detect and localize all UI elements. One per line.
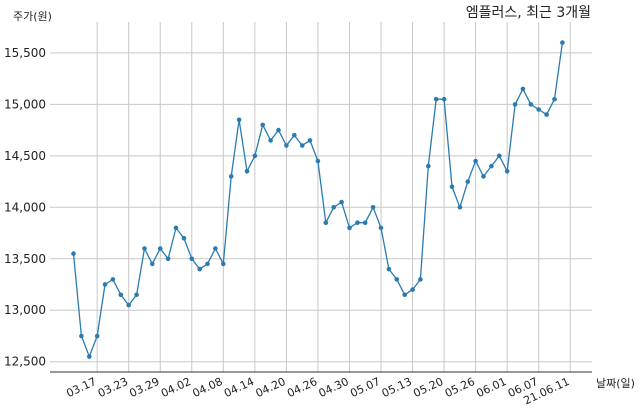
data-point xyxy=(426,163,431,169)
data-point xyxy=(150,261,155,267)
data-point xyxy=(362,220,368,225)
y-tick-label: 12,500 xyxy=(4,355,46,369)
data-point xyxy=(165,256,171,262)
data-point xyxy=(497,153,502,159)
data-point xyxy=(552,96,557,102)
x-tick-label: 04.30 xyxy=(317,375,351,400)
data-point xyxy=(299,143,305,148)
data-point xyxy=(94,333,100,339)
y-axis-label: 주가(원) xyxy=(13,10,52,23)
data-point xyxy=(536,107,541,112)
data-point xyxy=(134,292,139,298)
x-tick-label: 04.26 xyxy=(285,375,319,400)
y-tick-label: 14,000 xyxy=(4,200,46,214)
data-point xyxy=(236,117,242,123)
data-point xyxy=(544,112,549,117)
data-point xyxy=(221,261,226,267)
data-point xyxy=(394,277,400,282)
data-point xyxy=(433,96,439,102)
x-tick-label: 05.20 xyxy=(411,375,445,400)
data-point xyxy=(173,225,179,231)
data-point xyxy=(347,225,352,231)
data-point xyxy=(181,235,187,241)
x-tick-label: 04.20 xyxy=(254,375,288,400)
data-point xyxy=(102,282,108,287)
data-point xyxy=(189,256,195,262)
data-point xyxy=(315,158,321,164)
data-point xyxy=(355,220,360,225)
data-point xyxy=(331,205,337,210)
data-point xyxy=(386,266,392,272)
data-point xyxy=(560,40,565,45)
x-tick-label: 03.29 xyxy=(127,375,161,400)
x-tick-label: 04.02 xyxy=(159,375,193,400)
data-point xyxy=(71,251,76,256)
y-tick-label: 13,500 xyxy=(4,252,46,266)
data-point xyxy=(252,153,258,159)
data-point xyxy=(339,199,344,205)
data-point xyxy=(79,333,84,339)
x-gridlines xyxy=(96,22,571,372)
x-tick-label: 06.01 xyxy=(474,375,508,400)
data-point xyxy=(213,246,218,251)
data-point xyxy=(465,179,471,184)
data-point xyxy=(244,169,250,174)
price-series-points xyxy=(71,40,565,359)
data-point xyxy=(157,246,163,251)
data-point xyxy=(276,127,281,133)
data-point xyxy=(118,292,124,298)
data-point xyxy=(418,277,423,282)
x-tick-label: 05.07 xyxy=(348,375,382,400)
x-tick-label: 03.23 xyxy=(96,375,130,400)
data-point xyxy=(292,132,297,138)
x-tick-label: 04.08 xyxy=(191,375,225,400)
x-tick-label: 04.14 xyxy=(222,375,256,400)
data-point xyxy=(323,220,329,225)
x-tick-label: 05.13 xyxy=(380,375,414,400)
data-point xyxy=(205,261,210,267)
data-point xyxy=(504,169,510,174)
data-point xyxy=(284,143,289,148)
data-point xyxy=(441,96,447,102)
data-point xyxy=(449,184,455,189)
data-point xyxy=(520,86,526,92)
data-point xyxy=(126,302,131,308)
data-point xyxy=(512,102,518,107)
y-tick-label: 13,000 xyxy=(4,303,46,317)
data-point xyxy=(260,122,266,128)
y-tick-labels: 12,500 13,000 13,500 14,000 14,500 15,000 15,5… xyxy=(4,46,46,369)
data-point xyxy=(197,266,202,272)
data-point xyxy=(268,138,273,143)
data-point xyxy=(473,158,478,164)
x-tick-label: 03.17 xyxy=(64,375,98,400)
data-point xyxy=(142,246,147,251)
x-axis-label: 날짜(일) xyxy=(596,376,635,390)
data-point xyxy=(457,205,463,210)
y-tick-label: 15,000 xyxy=(4,97,46,111)
chart-title: 엠플러스, 최근 3개월 xyxy=(466,5,591,21)
data-point xyxy=(307,138,313,143)
y-tick-label: 14,500 xyxy=(4,149,46,163)
data-point xyxy=(402,292,408,298)
y-gridlines xyxy=(50,52,592,363)
data-point xyxy=(489,163,494,169)
data-point xyxy=(528,102,534,107)
x-tick-label: 05.26 xyxy=(443,375,477,400)
data-point xyxy=(370,205,376,210)
data-point xyxy=(228,174,234,179)
data-point xyxy=(410,287,415,292)
y-tick-label: 15,500 xyxy=(4,46,46,60)
data-point xyxy=(110,277,116,282)
data-point xyxy=(481,174,486,179)
x-tick-labels: 03.1703.2303.2904.0204.0804.1404.2004.26… xyxy=(64,375,571,407)
data-point xyxy=(87,354,92,359)
data-point xyxy=(378,225,384,231)
